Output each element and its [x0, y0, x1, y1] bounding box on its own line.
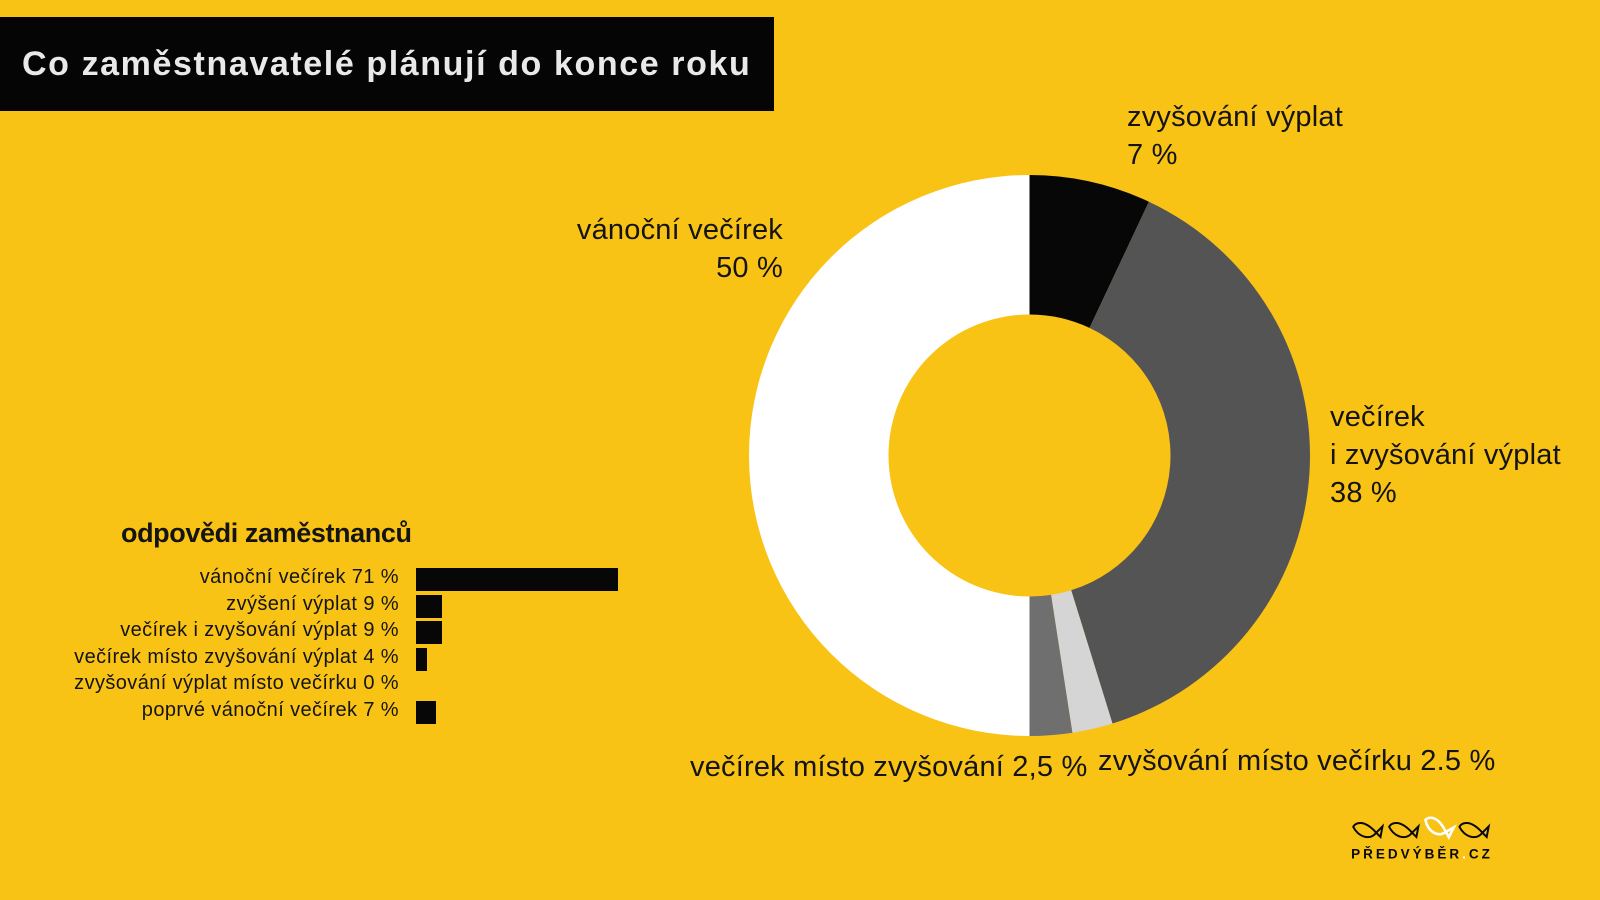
svg-text:PŘEDVÝBĚR.CZ: PŘEDVÝBĚR.CZ [1351, 847, 1493, 862]
